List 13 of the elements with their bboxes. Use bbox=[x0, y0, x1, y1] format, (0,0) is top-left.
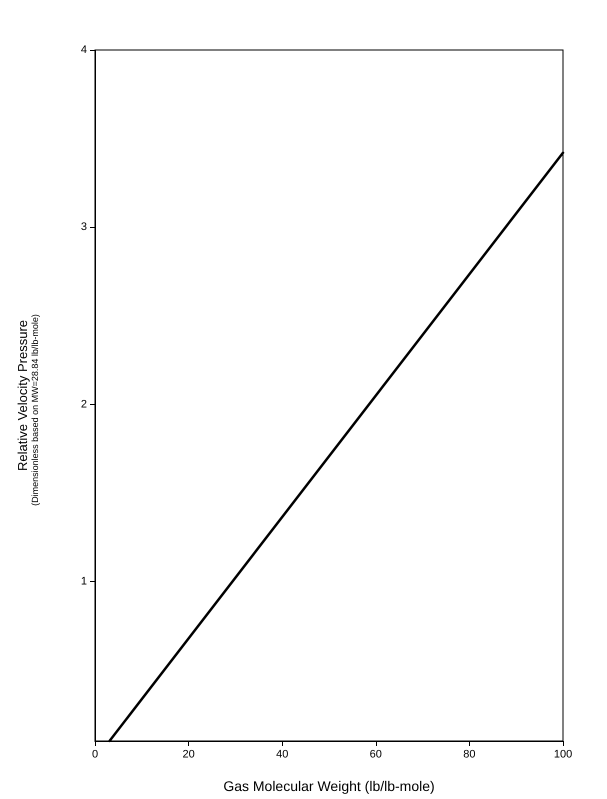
x-tick-label: 60 bbox=[370, 748, 382, 760]
x-tick-label: 100 bbox=[554, 748, 572, 760]
x-tick-label: 40 bbox=[276, 748, 288, 760]
y-tick-label: 2 bbox=[80, 398, 87, 410]
y-tick-label: 4 bbox=[80, 44, 87, 56]
y-tick-label: 1 bbox=[80, 576, 87, 588]
x-tick-label: 0 bbox=[92, 748, 98, 760]
x-axis-title: Gas Molecular Weight (lb/lb-mole) bbox=[223, 778, 435, 794]
y-axis-title: Relative Velocity Pressure bbox=[15, 320, 30, 472]
y-tick-label: 3 bbox=[80, 221, 87, 234]
x-tick-label: 20 bbox=[182, 748, 195, 760]
x-tick-label: 80 bbox=[463, 748, 476, 760]
text: (Dimensionless based on MW=28.84 lb/lb-mole) bbox=[30, 314, 40, 506]
